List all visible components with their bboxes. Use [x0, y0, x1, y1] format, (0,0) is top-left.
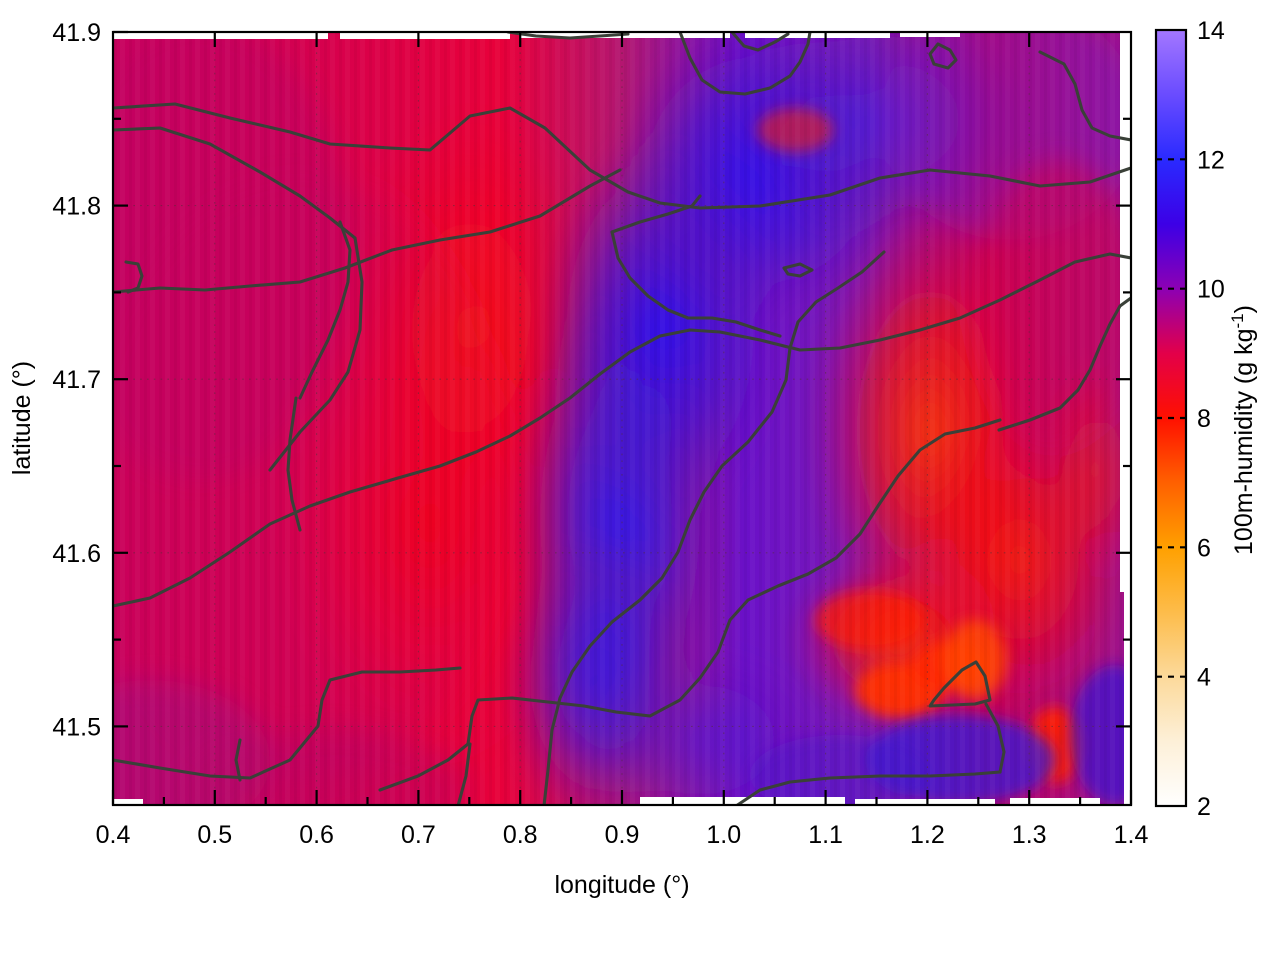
colorbar-tick-label: 4: [1197, 664, 1211, 692]
x-tick-label: 0.5: [197, 821, 232, 849]
x-tick-label: 1.0: [706, 821, 741, 849]
colorbar-ticks: [1156, 158, 1186, 678]
y-tick-label: 41.9: [52, 19, 101, 47]
colorbar-tick-label: 12: [1197, 146, 1225, 174]
y-tick-label: 41.5: [52, 713, 101, 741]
colorbar-tick-label: 14: [1197, 17, 1225, 45]
x-tick-label: 0.7: [401, 821, 436, 849]
heatmap-field: [113, 32, 1131, 805]
y-axis-title: latitude (°): [8, 361, 36, 475]
x-tick-label: 1.4: [1114, 821, 1149, 849]
y-tick-labels: 41.5 41.6 41.7 41.8 41.9: [52, 19, 101, 741]
x-axis-title: longitude (°): [554, 871, 689, 899]
y-tick-label: 41.7: [52, 366, 101, 394]
x-tick-label: 1.2: [910, 821, 945, 849]
x-tick-label: 0.4: [96, 821, 131, 849]
x-tick-label: 0.9: [605, 821, 640, 849]
colorbar-tick-label: 6: [1197, 534, 1211, 562]
y-axis-ticks: [113, 30, 1131, 728]
colorbar-tick-label: 8: [1197, 405, 1211, 433]
x-tick-label: 0.6: [299, 821, 334, 849]
y-tick-label: 41.8: [52, 193, 101, 221]
colorbar-tick-label: 2: [1197, 793, 1211, 821]
colorbar-tick-label: 10: [1197, 276, 1225, 304]
x-axis-ticks: [111, 32, 1133, 805]
x-tick-label: 0.8: [503, 821, 538, 849]
y-tick-label: 41.6: [52, 540, 101, 568]
x-tick-labels: 0.4 0.5 0.6 0.7 0.8 0.9 1.0 1.1 1.2 1.3 …: [96, 821, 1149, 849]
contour-lines: [113, 32, 1131, 805]
colorbar-title-exponent: -1: [1228, 313, 1247, 328]
colorbar[interactable]: 2 4 6 8 10 12 14 100m-humidity (g kg-1): [1154, 17, 1259, 821]
colorbar-title: 100m-humidity (g kg-1): [1228, 305, 1259, 555]
colorbar-title-prefix: 100m-humidity (g kg: [1230, 328, 1258, 554]
x-tick-label: 1.1: [808, 821, 843, 849]
colorbar-title-suffix: ): [1230, 305, 1258, 313]
colorbar-tick-labels: 2 4 6 8 10 12 14: [1197, 17, 1225, 821]
x-tick-label: 1.3: [1012, 821, 1047, 849]
